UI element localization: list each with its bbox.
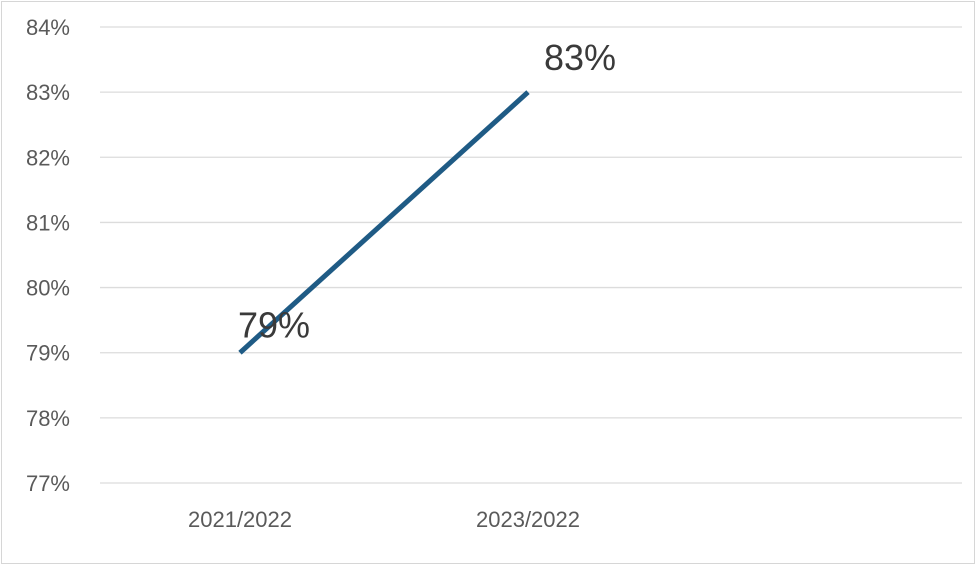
x-tick-label: 2021/2022 [188, 507, 292, 532]
x-tick-label: 2023/2022 [476, 507, 580, 532]
y-tick-label: 78% [26, 406, 70, 431]
data-labels: 79% 83% [238, 37, 616, 346]
series-line-group [238, 90, 530, 355]
series-line [238, 90, 530, 355]
y-tick-label: 83% [26, 80, 70, 105]
x-axis-tick-labels: 2021/2022 2023/2022 [188, 507, 580, 532]
data-label: 79% [238, 305, 310, 346]
y-tick-label: 84% [26, 15, 70, 40]
y-tick-label: 80% [26, 276, 70, 301]
data-label: 83% [544, 37, 616, 78]
y-tick-label: 79% [26, 341, 70, 366]
y-tick-label: 77% [26, 471, 70, 496]
y-axis-tick-labels: 77% 78% 79% 80% 81% 82% 83% 84% [26, 15, 70, 496]
y-tick-label: 82% [26, 145, 70, 170]
y-tick-label: 81% [26, 210, 70, 235]
gridlines [100, 26, 962, 484]
